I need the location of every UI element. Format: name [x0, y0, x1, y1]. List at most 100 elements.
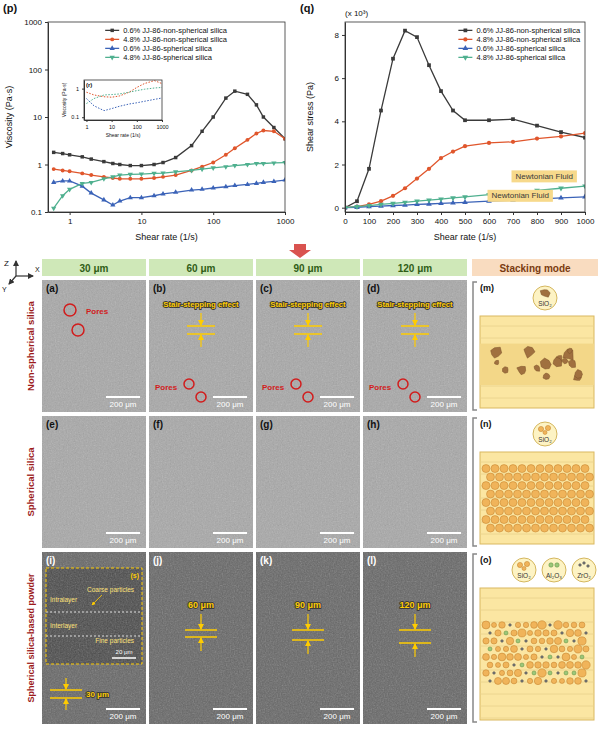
tick: 0.1	[71, 114, 84, 120]
tick-mark	[213, 212, 214, 215]
header-cell	[256, 259, 360, 276]
panel-letter: (j)	[153, 555, 162, 566]
particle	[531, 654, 537, 660]
tick: 100	[207, 212, 221, 226]
particle	[550, 473, 558, 481]
scale-label: 200 μm	[324, 712, 351, 721]
marker	[232, 183, 237, 188]
tick-label: 800	[531, 217, 545, 226]
marker	[390, 202, 396, 207]
tick-label: 300	[411, 217, 425, 226]
sem-texture	[42, 280, 146, 412]
layer-line	[480, 398, 594, 399]
particle	[502, 367, 508, 374]
sem-panel: (k)200 μm90 μm	[256, 552, 360, 724]
tick-mark	[393, 212, 394, 215]
series-line	[54, 163, 285, 209]
tick-label: 700	[507, 217, 521, 226]
sem-panel: (s)Coarse particlesIntralayerInterlayerF…	[42, 552, 146, 724]
particle	[551, 630, 557, 636]
marker	[102, 160, 105, 163]
particle	[545, 648, 548, 651]
legend: 0.6% JJ-86-non-spherical silica4.8% JJ-8…	[458, 26, 581, 62]
scale-label: 200 μm	[324, 400, 351, 409]
panel-letter: (g)	[260, 419, 273, 430]
tick: 1	[38, 161, 48, 170]
particle	[523, 473, 531, 481]
sem-panel: (j)200 μm60 μm	[149, 552, 253, 724]
tick-label: 500	[459, 217, 473, 226]
tick-label: 0	[343, 217, 348, 226]
particle	[581, 482, 589, 490]
legend-label: 0.6% JJ-86-non-spherical silica	[476, 26, 581, 35]
marker	[246, 138, 250, 142]
particle	[514, 653, 521, 660]
particle	[577, 490, 585, 498]
tick-label: 600	[483, 217, 497, 226]
particle	[527, 516, 535, 524]
particle	[574, 645, 582, 653]
tick: 10	[109, 120, 115, 130]
tick-label: 4	[335, 117, 340, 126]
particle	[482, 621, 490, 629]
tick: 100	[29, 66, 48, 75]
tick-label: 1	[76, 86, 79, 92]
tick-mark	[45, 212, 48, 213]
marker	[174, 156, 177, 159]
marker	[128, 177, 132, 181]
marker	[111, 162, 114, 165]
guide-arrow	[414, 614, 415, 629]
legend-label: 0.6% JJ-86-non-spherical silica	[123, 26, 228, 35]
scale-label: 200 μm	[110, 712, 137, 721]
particle	[507, 670, 513, 676]
particle	[548, 671, 552, 675]
axis-title: Shear stress (Pa)	[305, 82, 315, 152]
particle	[555, 563, 559, 567]
plot-area	[345, 29, 585, 211]
particle	[483, 654, 490, 661]
particle	[502, 677, 509, 684]
axis-letter: Y	[2, 286, 7, 293]
series-line	[54, 180, 285, 205]
layer-line	[480, 338, 594, 339]
legend-swatch	[110, 45, 115, 50]
pore-marker	[196, 392, 206, 402]
column-header: 120 μm	[398, 263, 433, 274]
x-axis-line	[49, 212, 286, 213]
layer-line	[480, 622, 594, 623]
particle	[514, 507, 522, 515]
marker	[558, 187, 564, 192]
particle	[518, 629, 526, 637]
particle	[564, 671, 568, 675]
particle	[493, 672, 496, 675]
particle	[539, 638, 545, 644]
legend-swatch	[463, 56, 469, 61]
series-line	[345, 186, 585, 208]
panel-letter: (e)	[46, 419, 58, 430]
particle	[527, 630, 532, 635]
particle	[527, 662, 534, 669]
particle	[538, 669, 546, 677]
tick: 600	[483, 212, 497, 226]
sem-image	[363, 416, 467, 548]
tick-mark	[342, 208, 345, 209]
scale-bar	[427, 532, 461, 534]
y-axis-line	[84, 81, 85, 121]
particle	[509, 465, 517, 473]
scale-bar	[320, 708, 354, 710]
annotation: 90 μm	[295, 600, 321, 610]
panel-letter: (h)	[367, 419, 380, 430]
particle	[532, 524, 540, 532]
sem-image	[46, 568, 142, 664]
tick-mark	[82, 117, 84, 118]
marker	[110, 175, 115, 180]
marker	[262, 115, 265, 118]
particle	[571, 622, 577, 628]
particle	[518, 516, 526, 524]
particle	[572, 516, 580, 524]
particle	[523, 654, 528, 659]
particle	[494, 677, 501, 684]
guide-arrow	[414, 335, 415, 347]
guide-line	[294, 333, 322, 335]
y-axis: 02468	[335, 23, 346, 213]
